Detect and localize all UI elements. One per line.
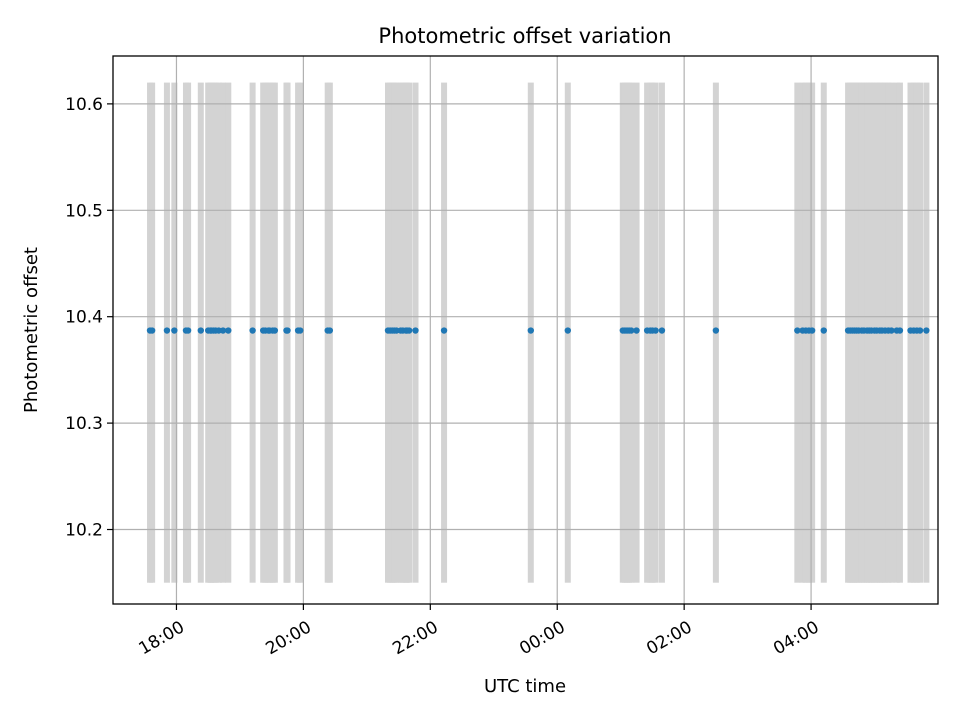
data-point xyxy=(652,327,659,334)
data-point xyxy=(633,327,640,334)
data-point xyxy=(148,327,156,334)
data-point xyxy=(171,327,178,334)
x-tick-label: 02:00 xyxy=(643,617,695,659)
data-point xyxy=(197,327,204,334)
data-point xyxy=(923,327,930,334)
data-point xyxy=(896,327,904,334)
data-point xyxy=(249,327,256,334)
data-point xyxy=(658,327,666,334)
data-point xyxy=(184,327,192,334)
data-point xyxy=(405,327,413,334)
data-point xyxy=(284,327,291,334)
data-point xyxy=(888,327,895,334)
data-points xyxy=(146,327,930,334)
y-tick-label: 10.5 xyxy=(65,201,103,221)
chart-title: Photometric offset variation xyxy=(378,24,671,48)
data-point xyxy=(628,327,635,334)
data-point xyxy=(225,327,232,334)
data-point xyxy=(794,327,801,334)
y-tick-label: 10.2 xyxy=(65,521,103,541)
data-point xyxy=(564,327,572,334)
x-tick-label: 20:00 xyxy=(262,617,314,659)
x-tick-label: 00:00 xyxy=(516,617,568,659)
y-tick-label: 10.4 xyxy=(65,308,103,328)
data-point xyxy=(219,327,227,334)
data-point xyxy=(916,327,924,334)
y-tick-label: 10.6 xyxy=(65,95,103,115)
y-tick-label: 10.3 xyxy=(65,414,103,434)
y-axis-label: Photometric offset xyxy=(21,247,42,413)
y-axis-ticks: 10.2 10.3 10.4 10.5 10.6 xyxy=(65,95,113,541)
x-tick-label: 22:00 xyxy=(389,617,441,659)
x-axis-label: UTC time xyxy=(484,676,566,697)
data-point xyxy=(440,327,448,334)
data-point xyxy=(297,327,304,334)
data-point xyxy=(271,327,279,334)
data-point xyxy=(808,327,816,334)
data-point xyxy=(527,327,534,334)
plot-frame xyxy=(112,55,939,605)
x-tick-label: 04:00 xyxy=(770,617,822,659)
data-point xyxy=(412,327,419,334)
x-axis-ticks: 18:00 20:00 22:00 00:00 02:00 04:00 xyxy=(136,604,823,659)
data-point xyxy=(163,327,171,334)
x-tick-label: 18:00 xyxy=(136,617,188,659)
data-point xyxy=(712,327,720,334)
data-point xyxy=(326,327,334,334)
data-point xyxy=(820,327,827,334)
